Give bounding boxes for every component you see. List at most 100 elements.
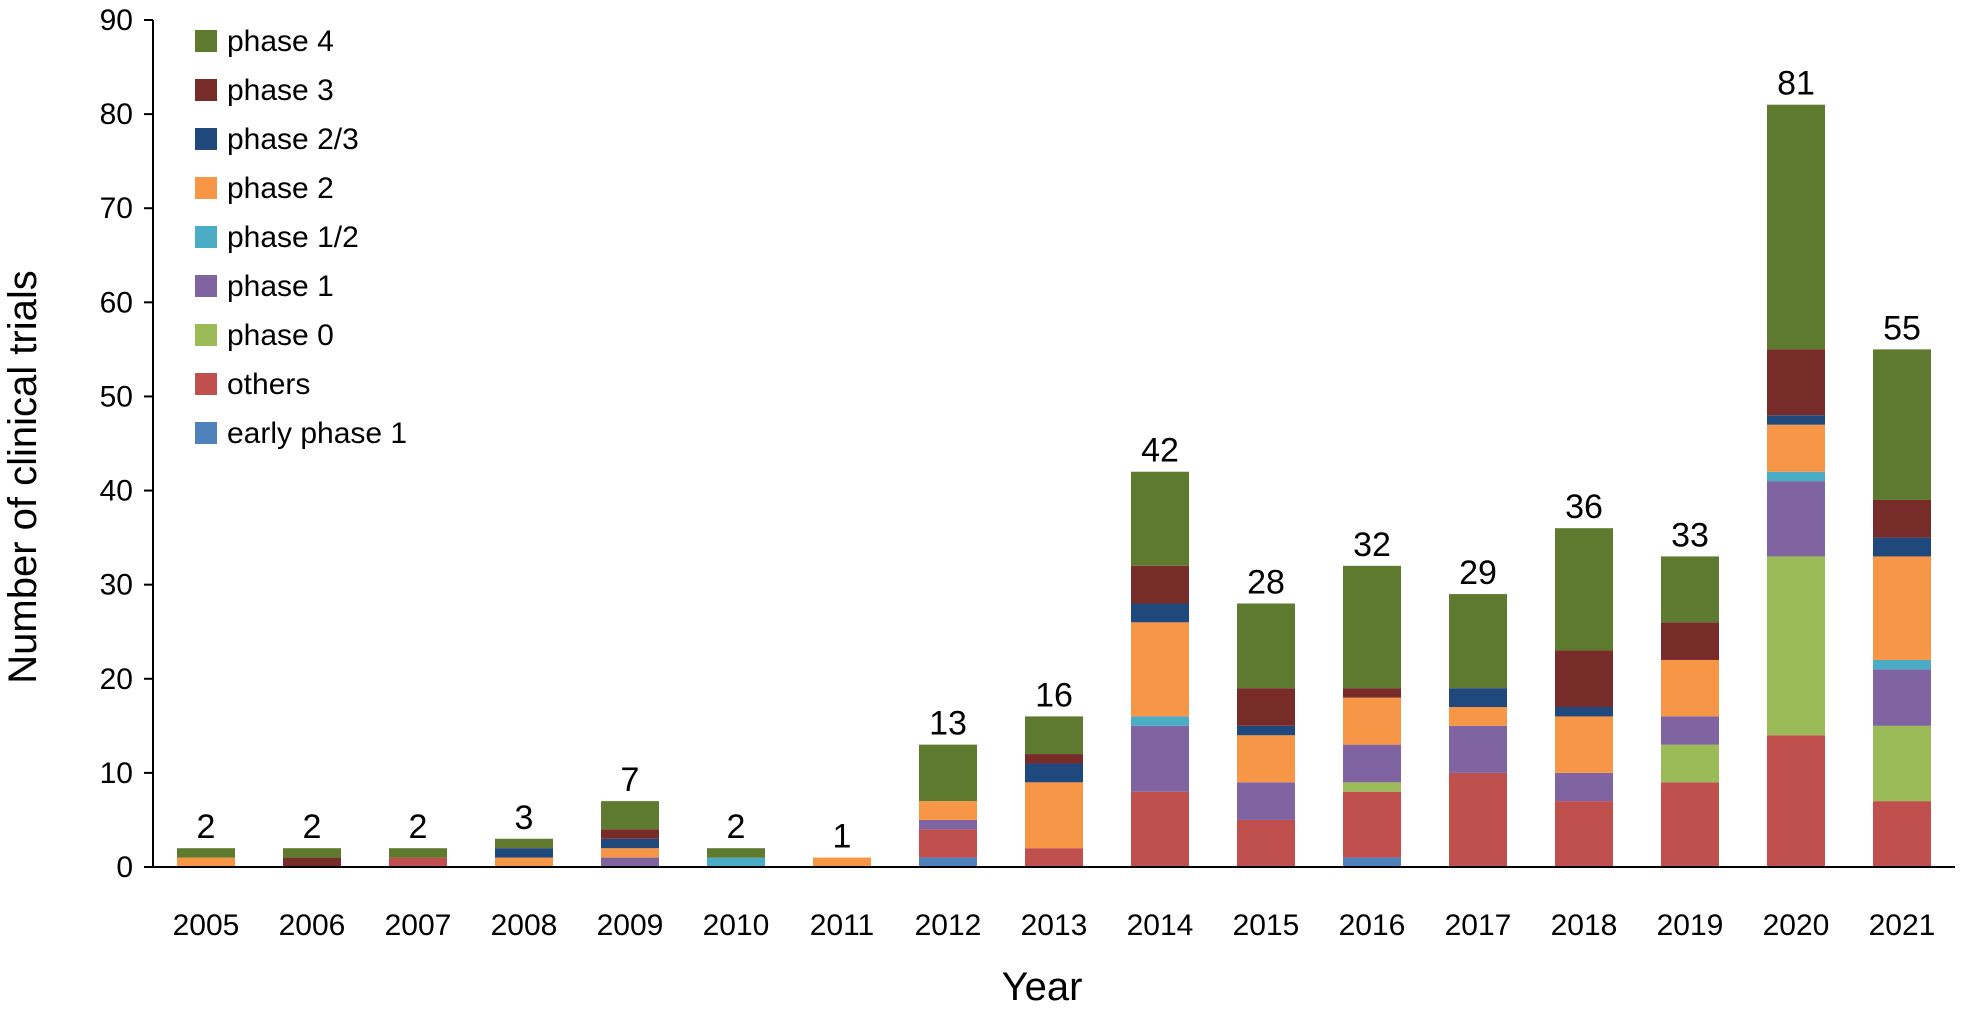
total-label-2008: 3	[515, 799, 534, 837]
x-axis-title: Year	[1002, 965, 1083, 1009]
bar-segment-2018-phase-4	[1555, 528, 1613, 651]
x-tick-label-2014: 2014	[1127, 909, 1194, 942]
legend-label-phase-2: phase 2	[227, 172, 334, 205]
y-axis-title: Number of clinical trials	[1, 270, 45, 683]
total-label-2010: 2	[727, 808, 746, 846]
legend-swatch-phase-3	[195, 79, 217, 101]
bar-segment-2013-phase-2-3	[1025, 763, 1083, 783]
bar-segment-2012-phase-4	[919, 744, 977, 802]
bar-segment-2005-phase-2	[177, 857, 235, 867]
bar-segment-2009-phase-2-3	[601, 838, 659, 849]
legend-label-phase-1-2: phase 1/2	[227, 221, 359, 254]
legend-label-phase-3: phase 3	[227, 74, 334, 107]
x-tick-label-2006: 2006	[279, 909, 346, 942]
legend-swatch-phase-0	[195, 324, 217, 346]
bar-segment-2012-early-phase-1	[919, 857, 977, 867]
bar-segment-2013-others	[1025, 848, 1083, 867]
x-tick-label-2019: 2019	[1657, 909, 1724, 942]
total-label-2021: 55	[1883, 309, 1921, 347]
bar-segment-2009-phase-4	[601, 801, 659, 830]
bar-segment-2020-phase-4	[1767, 104, 1825, 350]
bar-segment-2014-phase-2	[1131, 622, 1189, 717]
y-tick-label-30: 30	[100, 569, 133, 602]
bar-segment-2017-phase-4	[1449, 594, 1507, 689]
y-tick-label-0: 0	[116, 851, 133, 884]
legend-swatch-early-phase-1	[195, 422, 217, 444]
bar-segment-2011-phase-2	[813, 857, 871, 867]
y-tick-label-60: 60	[100, 286, 133, 319]
x-tick-label-2005: 2005	[173, 909, 240, 942]
bar-segment-2014-others	[1131, 791, 1189, 867]
x-tick-label-2016: 2016	[1339, 909, 1406, 942]
bar-segment-2007-phase-4	[389, 848, 447, 858]
legend-label-phase-1: phase 1	[227, 270, 334, 303]
x-tick-label-2011: 2011	[810, 909, 875, 942]
x-tick-label-2017: 2017	[1445, 909, 1512, 942]
x-tick-label-2012: 2012	[915, 909, 982, 942]
bar-segment-2021-phase-3	[1873, 499, 1931, 538]
bar-segment-2014-phase-1-2	[1131, 716, 1189, 726]
bar-segment-2018-phase-2	[1555, 716, 1613, 773]
y-tick-label-10: 10	[100, 757, 133, 790]
bar-segment-2021-others	[1873, 801, 1931, 867]
total-label-2005: 2	[197, 808, 216, 846]
bar-segment-2009-phase-1	[601, 857, 659, 867]
x-tick-label-2007: 2007	[385, 909, 452, 942]
total-label-2013: 16	[1035, 676, 1073, 714]
total-label-2012: 13	[929, 705, 967, 743]
bar-segment-2019-others	[1661, 782, 1719, 867]
legend-swatch-phase-2-3	[195, 128, 217, 150]
bar-segment-2018-phase-1	[1555, 772, 1613, 802]
bar-segment-2013-phase-2	[1025, 782, 1083, 849]
bar-segment-2005-phase-4	[177, 848, 235, 858]
bar-segment-2010-phase-4	[707, 848, 765, 858]
bar-segment-2008-phase-2	[495, 857, 553, 867]
axis-layer	[152, 20, 1955, 868]
bar-segment-2020-phase-2	[1767, 424, 1825, 472]
bar-segment-2015-phase-3	[1237, 688, 1295, 726]
total-label-2020: 81	[1777, 65, 1815, 103]
legend-swatch-phase-1	[195, 275, 217, 297]
total-label-2009: 7	[621, 761, 640, 799]
x-tick-label-2021: 2021	[1869, 909, 1936, 942]
bar-segment-2017-phase-2-3	[1449, 688, 1507, 708]
bar-segment-2019-phase-4	[1661, 556, 1719, 623]
total-label-2018: 36	[1565, 488, 1603, 526]
x-tick-label-2009: 2009	[597, 909, 664, 942]
y-tick-label-90: 90	[100, 4, 133, 37]
bar-segment-2012-phase-1	[919, 819, 977, 830]
y-tick-label-40: 40	[100, 475, 133, 508]
y-tick-label-20: 20	[100, 663, 133, 696]
bar-segment-2021-phase-2-3	[1873, 537, 1931, 557]
legend-swatch-others	[195, 373, 217, 395]
x-ticks: 2005 2006 2007 2008 2009 2010 2011 2012 2013 2014…	[173, 909, 1936, 942]
bar-segment-2006-phase-3	[283, 857, 341, 867]
bar-segment-2006-phase-4	[283, 848, 341, 858]
bar-segment-2013-phase-4	[1025, 716, 1083, 755]
bar-segment-2014-phase-4	[1131, 471, 1189, 566]
legend-swatch-phase-4	[195, 30, 217, 52]
legend-label-others: others	[227, 368, 310, 401]
bar-segment-2020-phase-1-2	[1767, 471, 1825, 482]
bar-segment-2012-others	[919, 829, 977, 858]
x-tick-label-2008: 2008	[491, 909, 558, 942]
x-tick-label-2010: 2010	[703, 909, 770, 942]
bar-segment-2020-phase-2-3	[1767, 415, 1825, 425]
bar-segment-2008-phase-2-3	[495, 848, 553, 858]
bar-segment-2017-phase-1	[1449, 725, 1507, 773]
bar-segment-2017-others	[1449, 772, 1507, 867]
bar-segment-2015-phase-2-3	[1237, 725, 1295, 736]
bar-segment-2016-phase-0	[1343, 782, 1401, 792]
bar-segment-2007-others	[389, 857, 447, 867]
total-label-2016: 32	[1353, 526, 1391, 564]
bar-segment-2019-phase-2	[1661, 659, 1719, 717]
legend-label-phase-2-3: phase 2/3	[227, 123, 359, 156]
bar-segment-2016-early-phase-1	[1343, 857, 1401, 867]
y-ticks: 0 10 20 30 40 50 60 70 80 90	[100, 4, 153, 884]
y-tick-label-50: 50	[100, 380, 133, 413]
bar-segment-2021-phase-4	[1873, 349, 1931, 500]
bar-segment-2013-phase-3	[1025, 754, 1083, 764]
bar-segment-2016-phase-3	[1343, 688, 1401, 698]
bar-segment-2010-phase-1-2	[707, 857, 765, 867]
